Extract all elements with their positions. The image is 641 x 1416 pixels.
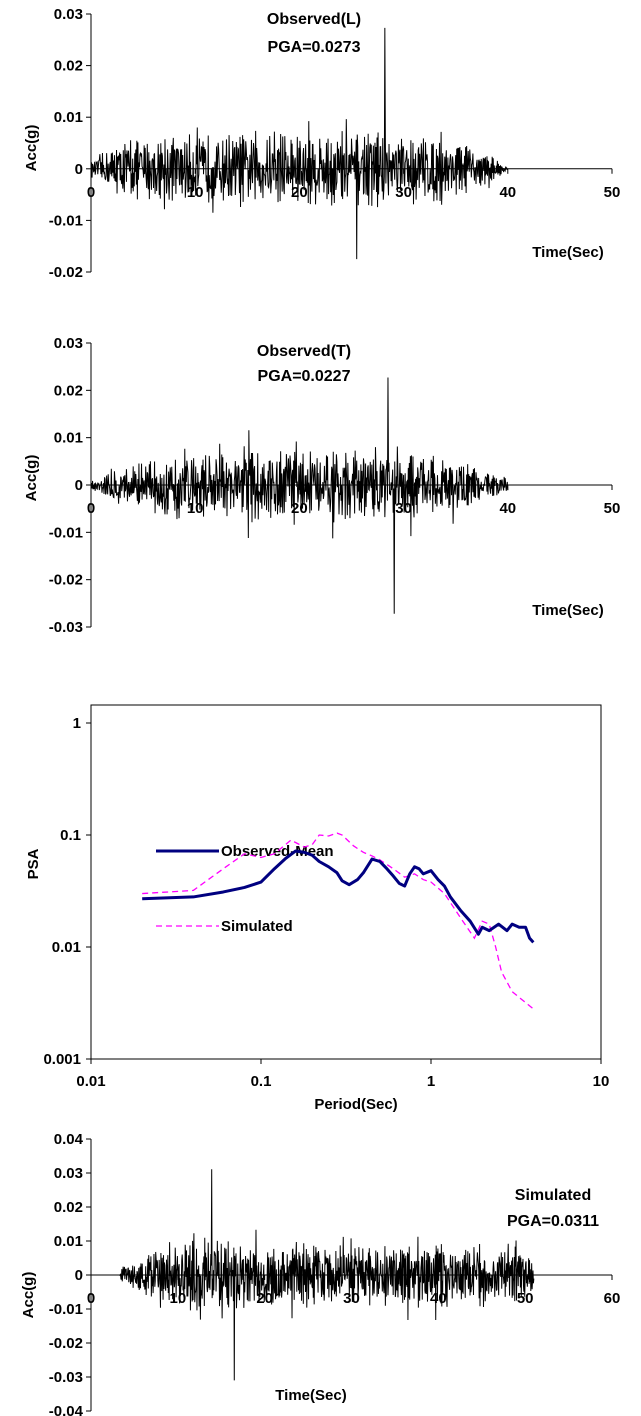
y-tick-label: 0.03 (54, 335, 83, 352)
x-tick-label: 20 (291, 500, 308, 517)
x-tick-label: 40 (430, 1290, 447, 1307)
x-tick-label: 10 (187, 500, 204, 517)
y-axis-label: PSA (25, 848, 42, 879)
y-tick-label: 0.01 (54, 1233, 83, 1250)
y-tick-label: -0.03 (49, 1369, 83, 1386)
x-tick-label: 10 (169, 1290, 186, 1307)
y-tick-label: 0.001 (43, 1051, 81, 1068)
x-tick-label: 50 (517, 1290, 534, 1307)
chart-psa-spectrum: Period(Sec) PSA Observed-Mean Simulated … (0, 704, 641, 1125)
y-axis-label: Acc(g) (20, 1272, 37, 1319)
y-tick-label: 0 (75, 161, 83, 178)
x-tick-label: 30 (343, 1290, 360, 1307)
x-tick-label: 10 (187, 184, 204, 201)
y-tick-label: 0 (75, 1267, 83, 1284)
chart-observed-t-svg: Observed(T) PGA=0.0227 Time(Sec) Acc(g) … (23, 335, 621, 636)
x-tick-label: 1 (427, 1073, 435, 1090)
series-observed-mean (142, 849, 535, 944)
legend: Observed-Mean Simulated (156, 843, 334, 935)
y-tick-label: 0.1 (60, 827, 81, 844)
x-tick-label: 50 (604, 184, 621, 201)
y-tick-label: -0.04 (49, 1403, 84, 1416)
chart-subtitle: PGA=0.0273 (268, 39, 361, 56)
x-tick-label: 40 (499, 184, 516, 201)
y-tick-label: -0.02 (49, 264, 83, 281)
x-axis-label: Time(Sec) (275, 1387, 346, 1404)
x-tick-label: 0 (87, 1290, 95, 1307)
y-tick-label: 0 (75, 477, 83, 494)
chart-title: Observed(T) (257, 343, 351, 360)
y-tick-label: 0.02 (54, 382, 83, 399)
y-tick-label: 1 (73, 715, 81, 732)
y-tick-label: 0.03 (54, 1165, 83, 1182)
y-tick-label: 0.03 (54, 6, 83, 23)
y-tick-label: -0.01 (49, 524, 83, 541)
x-tick-label: 0 (87, 184, 95, 201)
chart-simulated-svg: Simulated PGA=0.0311 Time(Sec) Acc(g) 0.… (20, 1131, 621, 1416)
x-axis-label: Period(Sec) (314, 1096, 397, 1113)
x-axis-label: Time(Sec) (532, 244, 603, 261)
chart-psa-svg: Period(Sec) PSA Observed-Mean Simulated … (25, 704, 610, 1113)
x-tick-label: 30 (395, 500, 412, 517)
y-tick-label: -0.03 (49, 619, 83, 636)
y-tick-label: -0.02 (49, 572, 83, 589)
chart-subtitle: PGA=0.0311 (507, 1213, 599, 1230)
x-tick-label: 20 (256, 1290, 273, 1307)
chart-observed-t: Observed(T) PGA=0.0227 Time(Sec) Acc(g) … (0, 325, 641, 645)
chart-observed-l: Observed(L) PGA=0.0273 Time(Sec) Acc(g) … (0, 0, 641, 290)
x-tick-label: 0.01 (76, 1073, 105, 1090)
y-tick-label: 0.04 (54, 1131, 84, 1148)
x-axis-label: Time(Sec) (532, 602, 603, 619)
chart-subtitle: PGA=0.0227 (258, 368, 351, 385)
y-axis-label: Acc(g) (23, 455, 40, 502)
x-tick-label: 0.1 (251, 1073, 272, 1090)
x-tick-label: 40 (499, 500, 516, 517)
y-tick-label: -0.02 (49, 1335, 83, 1352)
y-tick-label: 0.02 (54, 58, 83, 75)
x-tick-label: 10 (593, 1073, 610, 1090)
y-tick-label: -0.01 (49, 212, 83, 229)
x-tick-label: 30 (395, 184, 412, 201)
legend-label-simulated: Simulated (221, 918, 293, 935)
x-tick-label: 20 (291, 184, 308, 201)
chart-observed-l-svg: Observed(L) PGA=0.0273 Time(Sec) Acc(g) … (23, 6, 621, 281)
chart-title: Observed(L) (267, 11, 361, 28)
chart-simulated: Simulated PGA=0.0311 Time(Sec) Acc(g) 0.… (0, 1130, 641, 1416)
y-tick-label: 0.01 (52, 939, 81, 956)
acceleration-trace (91, 1169, 535, 1381)
y-tick-label: 0.01 (54, 430, 83, 447)
x-tick-label: 60 (604, 1290, 621, 1307)
x-tick-label: 50 (604, 500, 621, 517)
x-tick-label: 0 (87, 500, 95, 517)
y-axis-label: Acc(g) (23, 125, 40, 172)
acceleration-trace (90, 377, 509, 614)
y-tick-label: -0.01 (49, 1301, 83, 1318)
acceleration-trace (90, 27, 509, 260)
y-tick-label: 0.01 (54, 109, 83, 126)
y-tick-label: 0.02 (54, 1199, 83, 1216)
chart-title: Simulated (515, 1187, 591, 1204)
